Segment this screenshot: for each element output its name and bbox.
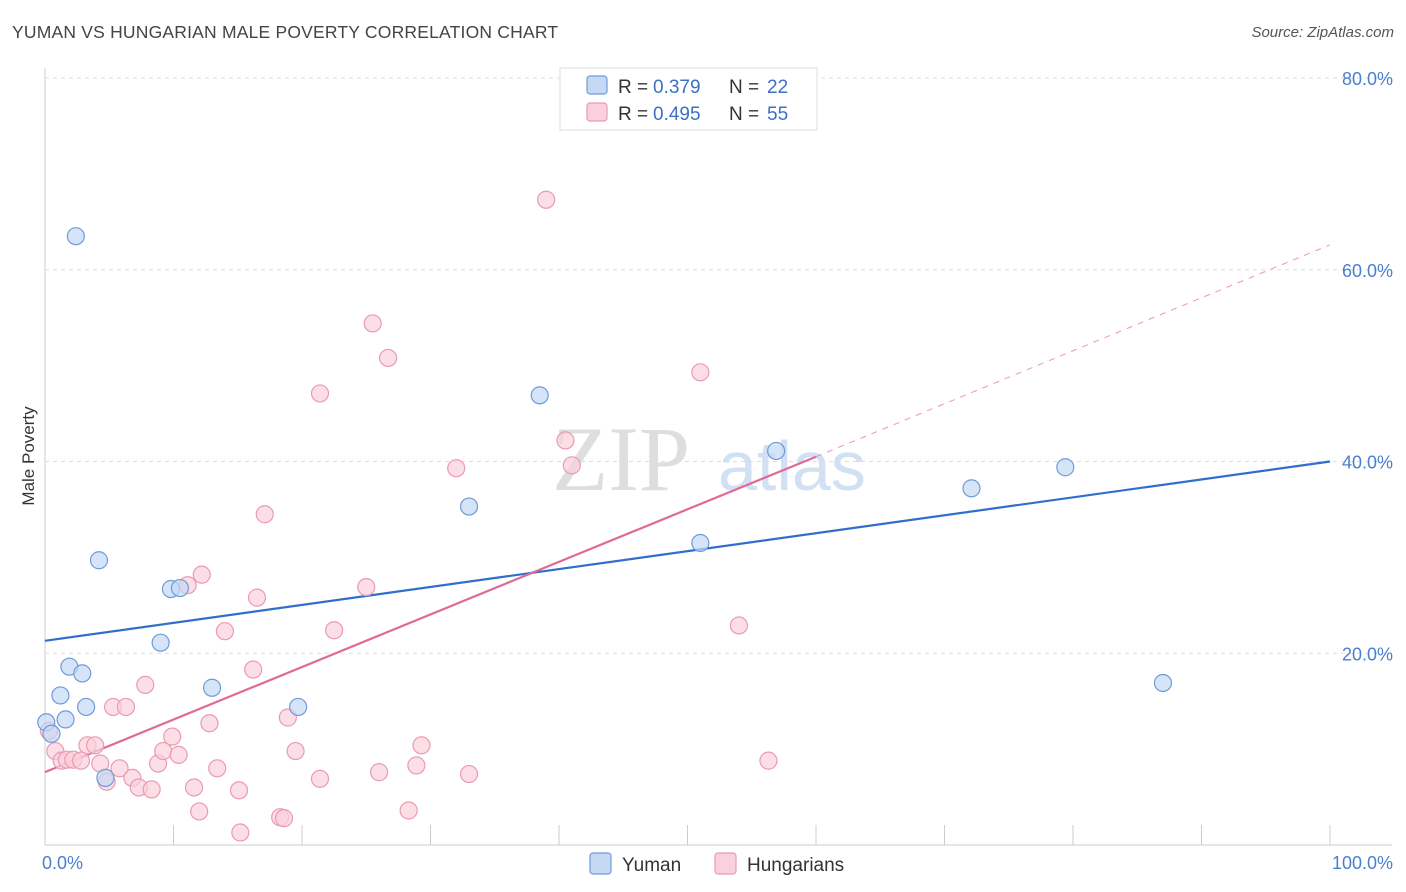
hungarian-point-22	[184, 778, 204, 797]
yuman-trend-line-0	[44, 460, 1331, 642]
yuman-bottom-swatch	[589, 852, 612, 875]
yuman-point-10	[151, 633, 170, 652]
y-tick-label-20: 20.0%	[1342, 644, 1393, 664]
hungarian-point-23	[190, 802, 209, 821]
hungarian-point-39	[325, 621, 344, 640]
hungarian-point-27	[215, 622, 234, 641]
grid	[45, 77, 1392, 654]
yuman-point-5	[66, 227, 85, 246]
yuman-point-9	[96, 768, 115, 787]
hungarian-point-19	[163, 727, 182, 746]
hungarian-point-7	[86, 736, 105, 755]
hungarian-point-44	[399, 801, 418, 820]
watermark: ZIP atlas	[552, 408, 866, 510]
chart-title: YUMAN VS HUNGARIAN MALE POVERTY CORRELAT…	[12, 22, 559, 42]
yuman-point-8	[89, 551, 109, 570]
yuman-point-16	[530, 386, 549, 405]
hungarian-point-38	[310, 384, 330, 403]
yuman-point-6	[73, 664, 92, 683]
yuman-point-13	[202, 678, 222, 697]
y-tick-label-80: 80.0%	[1342, 69, 1393, 89]
hungarian-point-15	[136, 675, 155, 694]
x-tick-label-100: 100.0%	[1332, 853, 1393, 873]
y-axis-title: Male Poverty	[19, 406, 38, 506]
hungarian-point-32	[255, 505, 274, 524]
yuman-r-value: 0.379	[653, 77, 701, 98]
hungarians-n-label: N =	[729, 104, 759, 125]
hungarian-point-46	[412, 736, 431, 755]
hungarian-point-25	[200, 714, 219, 733]
hungarian-point-41	[363, 314, 382, 333]
hungarians-r-value: 0.495	[653, 104, 701, 125]
hungarian-point-26	[208, 759, 227, 778]
yuman-point-12	[170, 578, 190, 598]
hungarian-point-16	[142, 780, 161, 799]
hungarian-point-54	[759, 751, 778, 770]
hungarian-point-51	[562, 456, 581, 475]
yuman-n-label: N =	[729, 77, 759, 98]
yuman-point-1	[42, 724, 61, 743]
hungarians-legend-swatch	[586, 102, 608, 122]
yuman-point-7	[77, 697, 96, 717]
hungarian-point-36	[286, 741, 305, 761]
tick-labels: 20.0% 40.0% 60.0% 80.0% 0.0% 100.0%	[42, 69, 1393, 873]
hungarian-point-45	[407, 756, 426, 775]
hungarian-point-31	[247, 588, 267, 607]
hungarian-point-53	[729, 616, 749, 635]
hungarian-point-37	[310, 769, 330, 788]
y-tick-label-40: 40.0%	[1342, 453, 1393, 473]
trend-lines	[44, 244, 1331, 774]
stats-legend: R = 0.379 N = 22 R = 0.495 N = 55	[559, 67, 818, 131]
yuman-n-value: 22	[767, 77, 788, 98]
x-tick-label-0: 0.0%	[42, 853, 83, 873]
hungarians-bottom-swatch	[714, 852, 737, 875]
yuman-legend-swatch	[586, 75, 608, 95]
hungarian-point-28	[229, 781, 249, 800]
hungarian-point-20	[169, 745, 188, 764]
hungarian-point-30	[244, 660, 263, 679]
hungarian-point-48	[459, 764, 479, 784]
hungarians-trend-line-1	[44, 455, 817, 774]
hungarian-point-11	[110, 759, 129, 778]
hungarians-r-label: R =	[618, 104, 648, 125]
yuman-legend-label: Yuman	[622, 855, 681, 876]
yuman-point-3	[56, 710, 75, 729]
hungarian-point-29	[231, 823, 250, 842]
source-credit: Source: ZipAtlas.com	[1251, 24, 1394, 41]
hungarian-point-50	[556, 431, 575, 450]
hungarian-point-49	[537, 190, 556, 209]
y-tick-label-60: 60.0%	[1342, 261, 1393, 281]
hungarian-point-40	[357, 577, 376, 597]
hungarian-point-52	[691, 363, 710, 382]
yuman-point-15	[459, 497, 479, 516]
yuman-point-2	[51, 686, 70, 705]
hungarian-point-43	[378, 348, 398, 368]
hungarian-point-24	[192, 565, 211, 584]
data-points	[37, 190, 1173, 842]
yuman-point-17	[691, 533, 710, 553]
hungarian-point-42	[370, 763, 389, 782]
yuman-point-20	[1056, 458, 1075, 477]
hungarian-point-34	[274, 809, 294, 828]
hungarians-n-value: 55	[767, 104, 788, 125]
hungarian-point-47	[447, 459, 466, 478]
hungarians-trend-line-2	[815, 244, 1331, 458]
yuman-point-18	[767, 441, 786, 461]
hungarian-point-12	[116, 697, 136, 717]
series-legend: Yuman Hungarians	[589, 852, 844, 876]
yuman-point-19	[962, 479, 981, 498]
yuman-r-label: R =	[618, 77, 648, 98]
yuman-point-14	[289, 697, 308, 717]
hungarian-point-5	[71, 751, 91, 770]
hungarians-legend-label: Hungarians	[747, 855, 844, 876]
yuman-point-21	[1153, 673, 1173, 693]
